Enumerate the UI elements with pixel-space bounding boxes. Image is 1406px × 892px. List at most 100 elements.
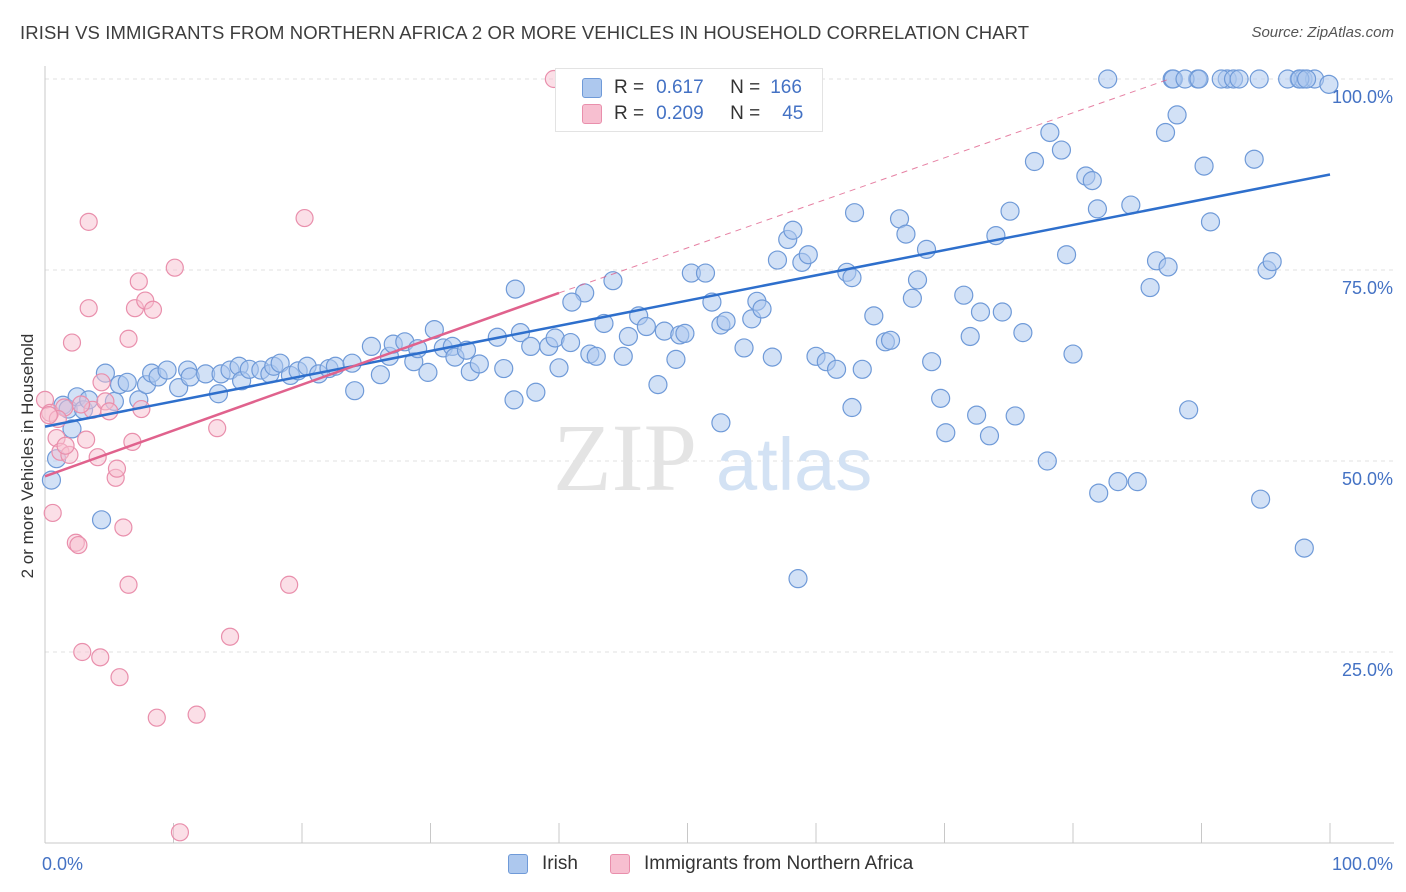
africa-point <box>220 627 240 646</box>
y-axis-label: 2 or more Vehicles in Household <box>18 334 37 579</box>
y-tick-label: 75.0% <box>1342 278 1393 298</box>
irish-point <box>648 375 668 395</box>
africa-legend-label: Immigrants from Northern Africa <box>644 853 914 874</box>
irish-point <box>711 413 731 433</box>
irish-point <box>936 423 956 443</box>
irish-point <box>880 330 901 350</box>
irish-point <box>842 397 862 418</box>
irish-point <box>844 203 865 223</box>
irish-point <box>1200 212 1221 232</box>
africa-point <box>56 436 75 455</box>
africa-point <box>119 575 138 594</box>
africa-point <box>165 258 184 277</box>
trend-lines <box>44 78 1331 478</box>
irish-point <box>716 311 736 331</box>
irish-point <box>505 279 525 299</box>
africa-point <box>100 402 119 421</box>
irish-point <box>852 359 872 379</box>
irish-point <box>1051 140 1072 160</box>
irish-point <box>549 358 569 378</box>
irish-point <box>896 224 916 244</box>
irish-point <box>270 353 290 373</box>
irish-point <box>526 382 546 402</box>
irish-point <box>560 332 581 353</box>
africa-point <box>119 329 138 348</box>
africa-legend-swatch <box>610 854 630 874</box>
irish-point <box>788 569 808 589</box>
irish-point <box>91 510 112 530</box>
irish-legend-label: Irish <box>542 853 578 874</box>
irish-point <box>1005 406 1025 426</box>
africa-point <box>43 503 62 523</box>
stats-legend: R = 0.617 N = 166 R = 0.209 N = 45 <box>555 68 823 132</box>
irish-point <box>1040 122 1060 143</box>
africa-points <box>35 69 563 842</box>
irish-point <box>345 381 365 401</box>
irish-point <box>1167 105 1187 125</box>
irish-point <box>613 346 633 366</box>
irish-point <box>992 302 1012 322</box>
irish-point <box>902 288 922 308</box>
africa-point <box>107 459 127 478</box>
irish-point <box>675 323 695 344</box>
y-tick-label: 25.0% <box>1342 660 1393 680</box>
africa-point <box>170 823 190 842</box>
irish-point <box>1251 489 1271 509</box>
irish-point <box>618 326 638 347</box>
legend-item-africa: Immigrants from Northern Africa <box>610 851 913 877</box>
africa-point <box>62 333 82 352</box>
africa-point <box>71 395 91 414</box>
africa-point <box>187 705 206 724</box>
africa-point <box>208 419 227 438</box>
irish-point <box>1158 257 1178 277</box>
irish-point <box>960 326 980 347</box>
irish-point <box>1294 538 1314 558</box>
irish-point <box>1087 199 1108 219</box>
irish-point <box>762 347 782 367</box>
irish-point <box>1155 122 1176 143</box>
irish-point <box>1000 201 1020 221</box>
irish-point <box>842 268 862 288</box>
irish-point <box>783 220 803 240</box>
irish-point <box>1013 323 1033 343</box>
irish-point <box>1244 149 1264 169</box>
axes <box>44 66 1394 844</box>
n-value: 45 <box>782 103 804 124</box>
irish-point <box>1140 277 1160 298</box>
x-tick-label: 100.0% <box>1332 854 1393 874</box>
irish-point <box>494 358 514 379</box>
irish-point <box>1037 451 1057 471</box>
africa-swatch <box>582 104 602 124</box>
watermark: ZIP atlas <box>553 404 872 511</box>
africa-point <box>110 668 129 687</box>
legend-row-africa: R = 0.209 N = 45 <box>582 102 803 126</box>
africa-point <box>73 642 92 662</box>
irish-point <box>922 352 942 372</box>
legend-row-irish: R = 0.617 N = 166 <box>582 76 802 100</box>
chart-title: IRISH VS IMMIGRANTS FROM NORTHERN AFRICA… <box>20 22 1030 43</box>
irish-point <box>767 250 788 270</box>
irish-point <box>931 388 951 408</box>
irish-point <box>1296 69 1317 89</box>
irish-point <box>586 346 606 366</box>
y-tick-label: 50.0% <box>1342 469 1393 489</box>
irish-point <box>1319 74 1339 94</box>
n-label: N = <box>730 77 761 98</box>
irish-point <box>418 362 438 382</box>
irish-point <box>979 426 1000 446</box>
africa-point <box>92 373 111 392</box>
irish-point <box>734 338 754 358</box>
irish-point <box>1056 245 1077 265</box>
irish-point <box>752 299 772 319</box>
tick-labels: 100.0% 75.0% 50.0% 25.0% 0.0% 100.0% <box>42 87 1393 874</box>
watermark-zip: ZIP <box>553 404 697 511</box>
irish-point <box>1024 151 1045 172</box>
africa-point <box>69 535 88 555</box>
irish-point <box>562 292 582 312</box>
irish-point <box>1063 344 1083 364</box>
irish-point <box>1189 69 1209 89</box>
n-value: 166 <box>770 77 802 98</box>
irish-point <box>1262 251 1282 272</box>
irish-point <box>1194 156 1214 176</box>
